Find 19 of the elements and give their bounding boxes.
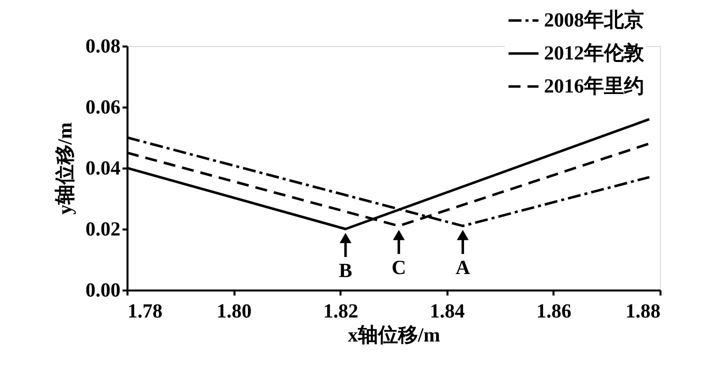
x-tick-label: 1.86 [536,300,572,322]
x-tick-label: 1.82 [323,300,358,322]
annotation: B [338,260,352,282]
y-tick-label: 0.02 [86,218,120,240]
legend-label: 2012年伦敦 [544,42,645,64]
x-axis-title: x轴位移/m [348,324,440,346]
y-tick-label: 0.06 [86,96,120,118]
x-tick-label: 1.84 [430,300,465,322]
x-tick-label: 1.88 [626,300,660,322]
legend-label: 2008年北京 [544,8,644,32]
y-tick-label: 0.08 [86,36,120,58]
annotation: C [392,256,406,279]
y-tick-label: 0.00 [86,280,120,302]
y-axis-title: y轴位移/m [54,122,76,215]
legend-label: 2016年里约 [544,76,644,98]
annotation: A [456,256,471,279]
x-tick-label: 1.80 [216,300,252,322]
y-tick-label: 0.04 [86,158,120,180]
x-tick-label: 1.78 [128,300,162,322]
